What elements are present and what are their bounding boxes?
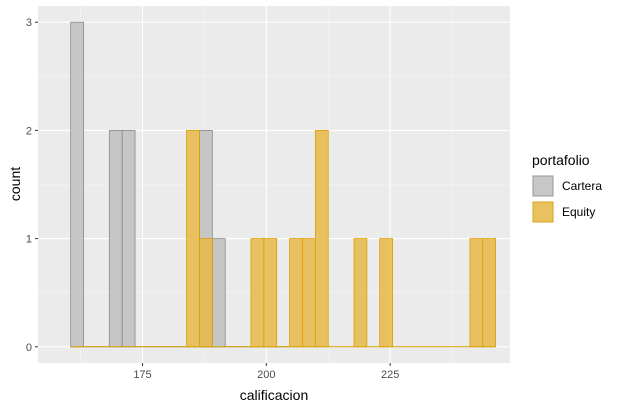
bar-equity bbox=[199, 238, 213, 348]
y-axis-ticks: 0 1 2 3 bbox=[26, 17, 38, 354]
bar-cartera bbox=[121, 130, 136, 348]
y-tick-label: 3 bbox=[26, 17, 32, 29]
bar-equity bbox=[250, 238, 265, 348]
bar-cartera bbox=[108, 130, 123, 348]
bar-equity bbox=[263, 238, 278, 348]
legend-label-cartera: Cartera bbox=[562, 179, 602, 193]
legend: portafolio Cartera Equity bbox=[532, 152, 602, 223]
x-tick-label: 225 bbox=[381, 369, 399, 381]
series-equity bbox=[70, 130, 497, 348]
y-axis-title: count bbox=[7, 167, 23, 201]
legend-title: portafolio bbox=[532, 152, 590, 168]
bar-equity bbox=[186, 130, 200, 348]
x-axis-title: calificacion bbox=[240, 387, 308, 403]
legend-swatch-equity bbox=[532, 201, 554, 223]
bar-equity bbox=[482, 238, 497, 348]
bar-cartera bbox=[70, 21, 84, 348]
y-tick-label: 1 bbox=[26, 234, 32, 246]
x-tick-label: 175 bbox=[133, 369, 151, 381]
x-axis-ticks: 175 200 225 bbox=[133, 363, 399, 381]
bar-equity bbox=[289, 238, 303, 348]
bar-equity bbox=[379, 238, 394, 348]
y-tick-label: 0 bbox=[26, 342, 32, 354]
bar-equity bbox=[469, 238, 484, 348]
y-tick-label: 2 bbox=[26, 125, 32, 137]
histogram-bars bbox=[70, 21, 497, 348]
legend-swatch-cartera bbox=[532, 175, 554, 197]
bar-equity bbox=[314, 130, 329, 348]
x-tick-label: 200 bbox=[257, 369, 275, 381]
bar-cartera bbox=[211, 238, 226, 348]
bar-equity bbox=[302, 238, 316, 348]
legend-label-equity: Equity bbox=[562, 205, 595, 219]
bar-equity bbox=[353, 238, 368, 348]
